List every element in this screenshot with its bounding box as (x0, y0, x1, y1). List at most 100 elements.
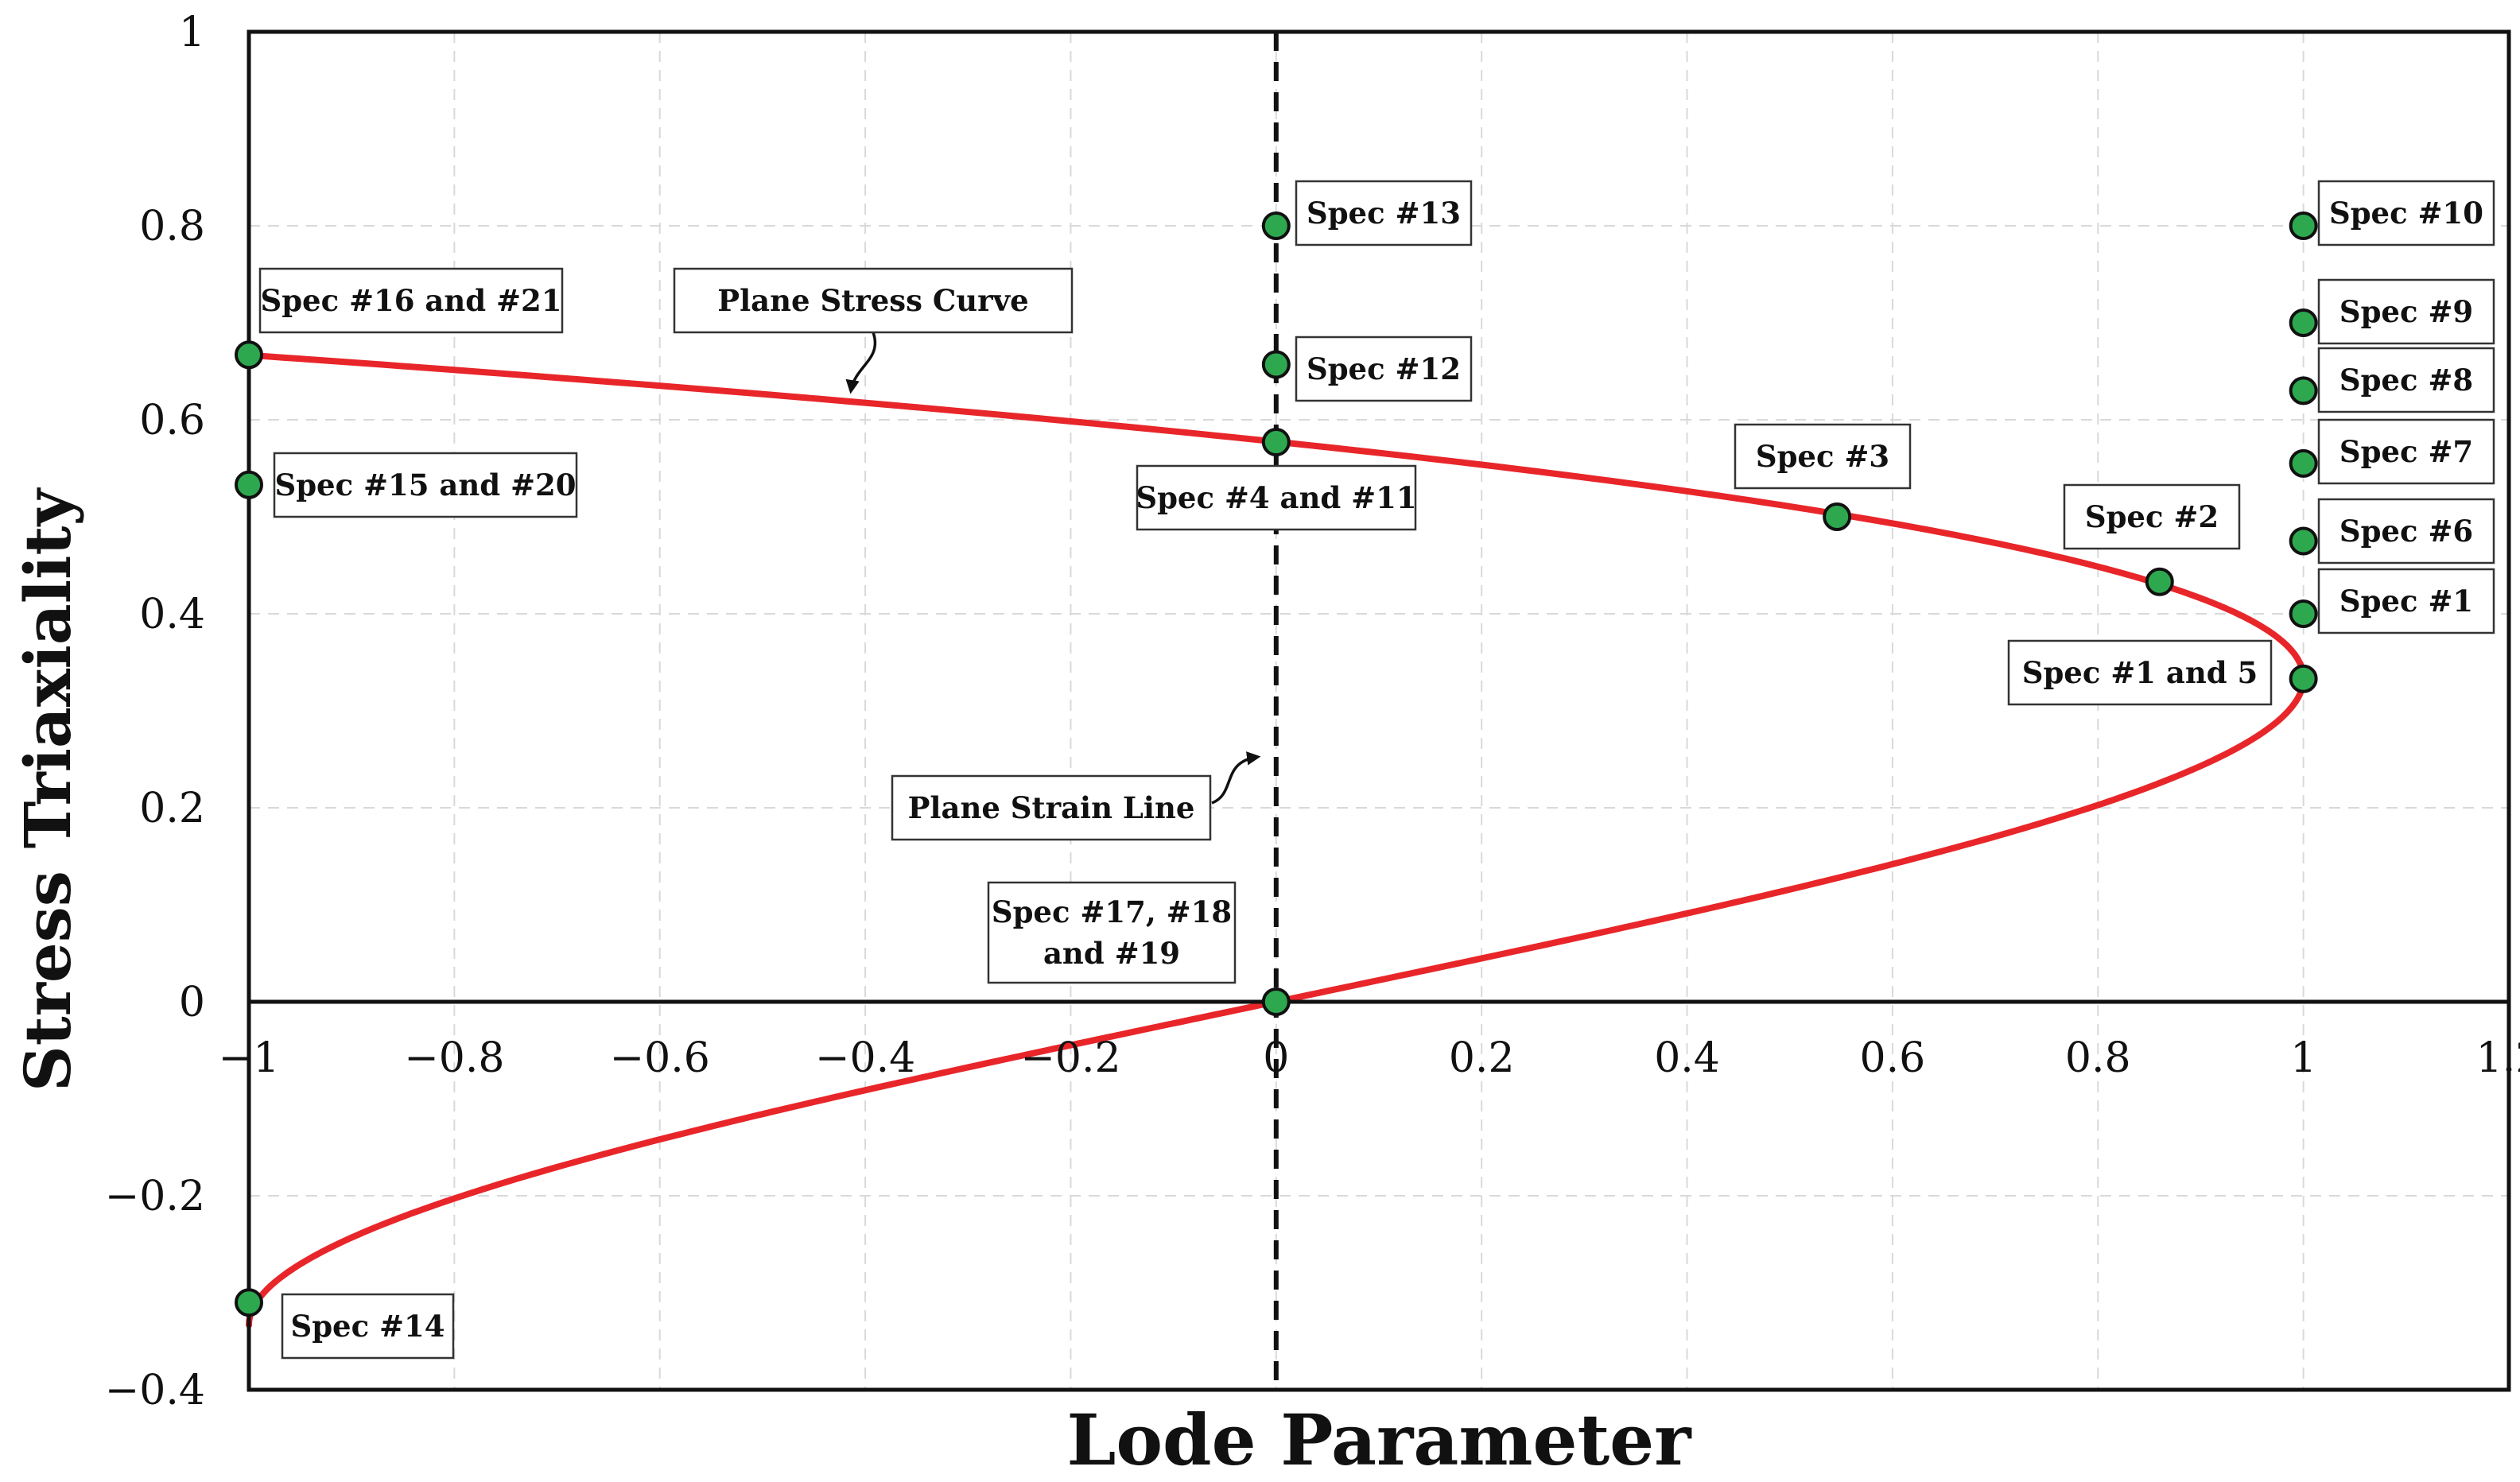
data-point (235, 1288, 263, 1317)
annotation: Plane Strain Line (891, 774, 1212, 841)
annotation: Spec #16 and #21 (258, 267, 564, 334)
annotation-label: Plane Stress Curve (717, 283, 1028, 318)
y-axis-title: Stress Triaxiality (10, 487, 85, 1092)
annotation-box (258, 267, 564, 334)
annotation: Spec #12 (1295, 336, 1473, 402)
annotation: Spec #8 (2317, 347, 2495, 413)
data-point (2289, 448, 2318, 478)
x-tick-label: −1 (219, 1034, 280, 1082)
x-tick-label: −0.2 (1020, 1034, 1120, 1082)
data-point (1261, 987, 1291, 1016)
y-tick-label: −0.4 (105, 1367, 205, 1414)
data-point (2289, 376, 2318, 405)
annotation-label: Spec #7 (2339, 434, 2473, 469)
annotation-box (1295, 180, 1473, 246)
annotation-label: and #19 (1043, 936, 1180, 971)
annotation-label: Spec #14 (290, 1309, 445, 1344)
annotation: Spec #14 (281, 1293, 455, 1360)
annotation-box (2317, 568, 2495, 634)
annotation-box (1136, 464, 1417, 531)
annotation: Spec #1 (2317, 568, 2495, 634)
annotation-label: Spec #4 and #11 (1136, 480, 1416, 515)
data-points (235, 211, 2318, 1317)
data-point (2145, 567, 2174, 596)
data-point (2289, 308, 2318, 337)
data-point (1261, 211, 1291, 240)
y-tick-label: 0.4 (139, 591, 205, 638)
annotation: Spec #17, #18 and #19 (987, 881, 1237, 984)
annotation-label: Spec #9 (2339, 294, 2473, 329)
axes (247, 29, 2511, 1392)
annotation-label: Spec #2 (2085, 499, 2219, 534)
annotation-label: Spec #6 (2339, 514, 2473, 549)
y-tick-label: −0.2 (105, 1173, 205, 1220)
plane-strain-arrow (1211, 751, 1261, 805)
x-tick-label: 0.8 (2065, 1034, 2131, 1082)
annotation: Spec #4 and #11 (1136, 464, 1417, 531)
annotation: Spec #13 (1295, 180, 1473, 246)
x-tick-label: 1 (2290, 1034, 2316, 1082)
annotation: Spec #2 (2063, 483, 2241, 550)
annotation: Spec #1 and 5 (2007, 639, 2273, 706)
x-tick-label: −0.8 (404, 1034, 504, 1082)
annotation-box (987, 881, 1237, 984)
x-tick-label: 0 (1263, 1034, 1289, 1082)
annotation-label: Spec #15 and #20 (274, 467, 576, 502)
data-point (235, 470, 263, 499)
plot-frame (247, 29, 2511, 1392)
y-tick-labels: −0.4 −0.2 0 0.2 0.4 0.6 0.8 1 (105, 9, 205, 1414)
x-tick-label: 0.2 (1449, 1034, 1515, 1082)
y-tick-label: 0 (179, 979, 205, 1026)
data-point (1261, 428, 1291, 457)
annotation-label: Spec #3 (1756, 439, 1889, 474)
data-point (1261, 350, 1291, 379)
y-tick-label: 1 (179, 9, 205, 56)
annotation-label: Spec #13 (1307, 196, 1461, 231)
annotation-box (2317, 278, 2495, 345)
x-tick-label: 0.6 (1860, 1034, 1926, 1082)
annotations: Spec #16 and #21 Plane Stress Curve Spec #… (258, 180, 2495, 1360)
x-tick-labels: −1 −0.8 −0.6 −0.4 −0.2 0 0.2 0.4 0.6 0.8 1 1.2 (219, 1034, 2520, 1082)
plane-stress-curve-layer (246, 351, 2307, 1329)
annotation-label: Spec #1 and 5 (2022, 655, 2258, 690)
data-point (2289, 664, 2318, 693)
x-tick-label: 1.2 (2476, 1034, 2520, 1082)
annotation-box (2317, 347, 2495, 413)
annotation-box (1295, 336, 1473, 402)
x-tick-label: 0.4 (1654, 1034, 1720, 1082)
annotation: Spec #9 (2317, 278, 2495, 345)
annotation: Spec #7 (2317, 418, 2495, 485)
y-tick-label: 0.8 (139, 203, 205, 250)
annotation: Spec #6 (2317, 498, 2495, 564)
data-point (2289, 599, 2318, 628)
annotation: Plane Stress Curve (673, 267, 1074, 334)
annotation: Spec #15 and #20 (273, 452, 578, 518)
annotation-box (2317, 498, 2495, 564)
data-point (1823, 502, 1852, 531)
annotation-label: Spec #16 and #21 (260, 283, 561, 318)
annotation-box (2317, 418, 2495, 485)
annotation-box (2063, 483, 2241, 550)
data-point (235, 340, 263, 370)
plane-stress-curve (246, 351, 2307, 1329)
x-axis-title: Lode Parameter (1066, 1399, 1692, 1481)
annotation-label: Spec #17, #18 (992, 894, 1232, 929)
annotation-box (281, 1293, 455, 1360)
annotation-label: Spec #1 (2339, 584, 2473, 619)
annotation-box (891, 774, 1212, 841)
annotation-label: Spec #10 (2329, 196, 2483, 231)
x-tick-label: −0.4 (815, 1034, 915, 1082)
annotation-label: Spec #8 (2339, 363, 2473, 398)
plane-stress-arrow (845, 332, 877, 394)
y-tick-label: 0.2 (139, 785, 205, 832)
data-point (2289, 211, 2318, 240)
annotation-arrows (845, 332, 1261, 805)
annotation: Spec #3 (1734, 423, 1912, 490)
annotation-box (2007, 639, 2273, 706)
annotation-box (673, 267, 1074, 334)
x-tick-label: −0.6 (610, 1034, 710, 1082)
annotation-box (1734, 423, 1912, 490)
y-tick-label: 0.6 (139, 397, 205, 444)
annotation-box (273, 452, 578, 518)
